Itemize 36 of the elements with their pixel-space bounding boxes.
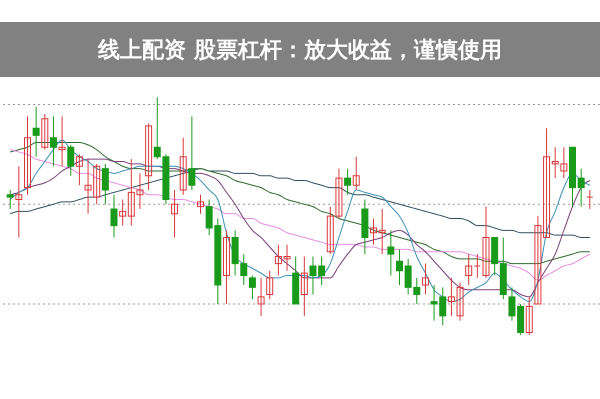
- candlestick: [560, 146, 568, 179]
- candlestick: [586, 190, 594, 210]
- chart-title: 线上配资 股票杠杆：放大收益，谨慎使用: [97, 38, 502, 63]
- candlestick: [171, 190, 178, 238]
- candlestick: [240, 254, 248, 286]
- candlestick: [222, 230, 230, 304]
- candlestick: [387, 230, 394, 276]
- candlestick: [422, 263, 429, 295]
- candlestick: [465, 254, 472, 286]
- candlestick: [474, 254, 481, 278]
- candlestick: [413, 277, 420, 304]
- candlestick: [32, 106, 40, 158]
- candlestick: [180, 137, 187, 196]
- candlestick: [76, 154, 83, 186]
- candlestick: [102, 163, 109, 205]
- candlestick: [248, 275, 256, 300]
- candlestick: [300, 256, 308, 316]
- candlestick: [6, 190, 14, 210]
- candlestick: [352, 156, 360, 190]
- candlestick: [110, 194, 118, 238]
- candlestick: [482, 206, 490, 278]
- candlestick: [145, 123, 152, 190]
- candlestick: [188, 116, 196, 190]
- candlestick: [258, 277, 265, 316]
- candlestick: [41, 114, 48, 150]
- candlestick: [344, 168, 352, 196]
- candlestick: [206, 199, 213, 236]
- candlestick: [24, 116, 31, 196]
- candlestick: [197, 194, 204, 214]
- candlestick: [119, 199, 126, 226]
- candlestick: [266, 270, 274, 300]
- candlestick: [50, 116, 57, 167]
- candlestick: [67, 144, 74, 176]
- candlestick: [15, 166, 22, 238]
- candlestick: [526, 296, 533, 336]
- candlestick: [58, 116, 66, 167]
